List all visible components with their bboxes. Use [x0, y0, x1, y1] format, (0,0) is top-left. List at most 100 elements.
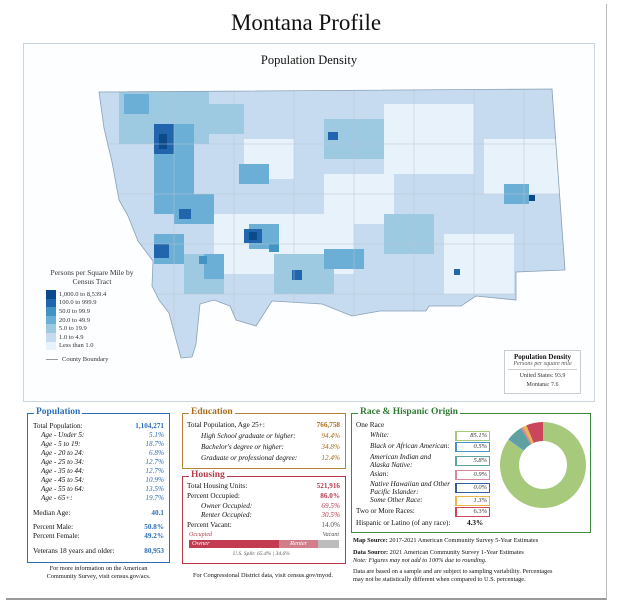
pop-male-row: Percent Male: 50.8% — [28, 523, 169, 532]
edu-row: High School graduate or higher: 94.4% — [183, 432, 345, 441]
legend-swatch — [46, 290, 56, 299]
housing-label: Renter Occupied: — [201, 511, 252, 519]
legend-swatch — [46, 332, 56, 342]
hispanic-value: 4.3% — [467, 519, 484, 527]
race-pie-chart — [500, 422, 586, 508]
pop-label: Median Age: — [33, 509, 71, 517]
race-label: Black or African American: — [370, 442, 450, 450]
population-panel: Population Total Population: 1,104,271 Ag… — [27, 407, 170, 563]
hispanic-row: Hispanic or Latino (of any race): 4.3% — [352, 519, 590, 528]
map-source-text: 2017-2021 American Community Survey 5-Ye… — [389, 537, 539, 544]
legend-swatch — [46, 298, 56, 308]
race-label: White: — [370, 431, 390, 439]
pop-age-row: Age - 35 to 44: 12.7% — [28, 467, 169, 476]
legend-label: 100.0 to 999.9 — [59, 299, 97, 307]
footnote-line: Community Survey, visit census.gov/acs. — [46, 572, 151, 580]
housing-row: Owner Occupied: 69.5% — [183, 502, 345, 511]
vacant-segment — [318, 540, 339, 548]
housing-row: Renter Occupied: 30.5% — [183, 511, 345, 520]
housing-label: Total Housing Units: — [187, 482, 248, 490]
race-row: Some Other Race: 1.3% — [352, 496, 590, 506]
legend-swatch — [46, 307, 56, 316]
pop-value: 1,104,271 — [135, 422, 164, 430]
pop-total-row: Total Population: 1,104,271 — [28, 422, 169, 431]
race-panel: Race & Hispanic Origin One Race White: 85… — [351, 407, 591, 533]
pop-age-row: Age - 25 to 34: 12.7% — [28, 458, 169, 467]
density-mt-value: 7.6 — [551, 382, 559, 388]
legend-item: 20.0 to 49.9 — [46, 315, 142, 325]
legend-county-boundary: County Boundary — [46, 356, 142, 363]
edu-label: Bachelor's degree or higher: — [201, 443, 284, 451]
edu-label: Graduate or professional degree: — [201, 454, 298, 462]
legend-label: 50.0 to 99.9 — [59, 307, 91, 315]
race-header: Race & Hispanic Origin — [358, 407, 460, 417]
density-us: United States: 93.9 — [505, 372, 580, 381]
housing-value: 521,916 — [316, 482, 340, 490]
race-value: 0.0% — [455, 483, 490, 493]
education-header: Education — [189, 407, 235, 417]
density-us-label: United States: — [519, 373, 554, 379]
race-row: Asian: 0.9% — [352, 470, 590, 480]
us-split-note: U.S. Split: 65.4% | 34.6% — [233, 551, 290, 557]
pop-label: Age - 5 to 19: — [41, 440, 81, 448]
race-value: 1.3% — [455, 496, 490, 506]
legend-swatch — [46, 341, 56, 351]
pie-slice — [521, 426, 532, 445]
pie-slice — [509, 427, 531, 451]
legend-title: Persons per Square Mile by Census Tract — [50, 268, 134, 286]
race-value: 85.1% — [455, 431, 490, 441]
data-source-text: 2021 American Community Survey 1-Year Es… — [389, 548, 524, 556]
profile-page: Montana Profile Population Density — [6, 4, 607, 600]
pop-value: 40.1 — [151, 509, 164, 517]
legend-label: 20.0 to 49.9 — [59, 316, 91, 324]
housing-row: Percent Vacant: 14.0% — [183, 521, 345, 530]
page-title: Montana Profile — [230, 10, 382, 35]
edu-label: High School graduate or higher: — [201, 432, 296, 440]
boundary-line-icon — [46, 359, 58, 361]
bar-occupied-label: Occupied — [189, 532, 212, 538]
pop-value: 10.9% — [145, 476, 164, 484]
pop-age-row: Age - 65+: 19.7% — [28, 494, 169, 503]
pop-label: Age - 65+: — [41, 494, 73, 502]
race-label: American Indian and Alaska Native: — [370, 453, 432, 469]
pop-value: 49.2% — [144, 532, 164, 540]
density-box: Population Density Persons per square mi… — [504, 350, 581, 394]
pop-label: Age - 25 to 34: — [41, 458, 85, 466]
hispanic-label: Hispanic or Latino (of any race): — [356, 519, 451, 527]
legend-label: 1,000.0 to 8,539.4 — [59, 290, 107, 298]
state-outline — [98, 88, 566, 359]
race-label: Asian: — [370, 470, 389, 478]
bar-vacant-label: Vacant — [322, 532, 339, 538]
pop-value: 6.8% — [149, 449, 164, 457]
edu-value: 12.4% — [321, 454, 340, 462]
density-box-title: Population Density — [514, 353, 571, 361]
housing-row: Percent Occupied: 86.0% — [183, 492, 345, 501]
legend-item: 1,000.0 to 8,539.4 — [46, 290, 142, 299]
map-source: Map Source: 2017-2021 American Community… — [353, 537, 593, 545]
housing-value: 30.5% — [321, 511, 340, 519]
pop-age-row: Age - Under 5: 5.1% — [28, 431, 169, 440]
pop-label: Age - 20 to 24: — [41, 449, 85, 457]
occupancy-bar: Owner Renter — [189, 540, 339, 548]
legend-label: 5.0 to 19.9 — [59, 325, 87, 333]
pop-label: Age - Under 5: — [41, 431, 85, 439]
density-box-subtitle: Persons per square mile — [508, 361, 577, 370]
race-label: Two or More Races: — [356, 507, 415, 515]
race-row: Two or More Races: 6.3% — [352, 507, 590, 517]
education-panel: Education Total Population, Age 25+: 766,… — [182, 407, 346, 469]
footnote-line: For more information on the American — [49, 565, 148, 572]
montana-density-map — [98, 88, 566, 359]
pop-value: 12.7% — [145, 467, 164, 475]
data-source: Data Source: 2021 American Community Sur… — [353, 549, 593, 557]
data-source-label: Data Source: — [353, 548, 389, 556]
legend-label: 1.0 to 4.9 — [59, 333, 84, 341]
legend-item: 5.0 to 19.9 — [46, 324, 142, 333]
density-mt: Montana: 7.6 — [505, 381, 580, 390]
pop-age-row: Age - 5 to 19: 18.7% — [28, 440, 169, 449]
legend-item: 1.0 to 4.9 — [46, 332, 142, 342]
map-legend: Persons per Square Mile by Census Tract … — [42, 268, 142, 363]
population-footnote: For more information on the American Com… — [27, 565, 170, 581]
legend-item: 100.0 to 999.9 — [46, 298, 142, 308]
density-us-value: 93.9 — [554, 373, 566, 379]
pop-label: Veterans 18 years and older: — [33, 547, 115, 555]
